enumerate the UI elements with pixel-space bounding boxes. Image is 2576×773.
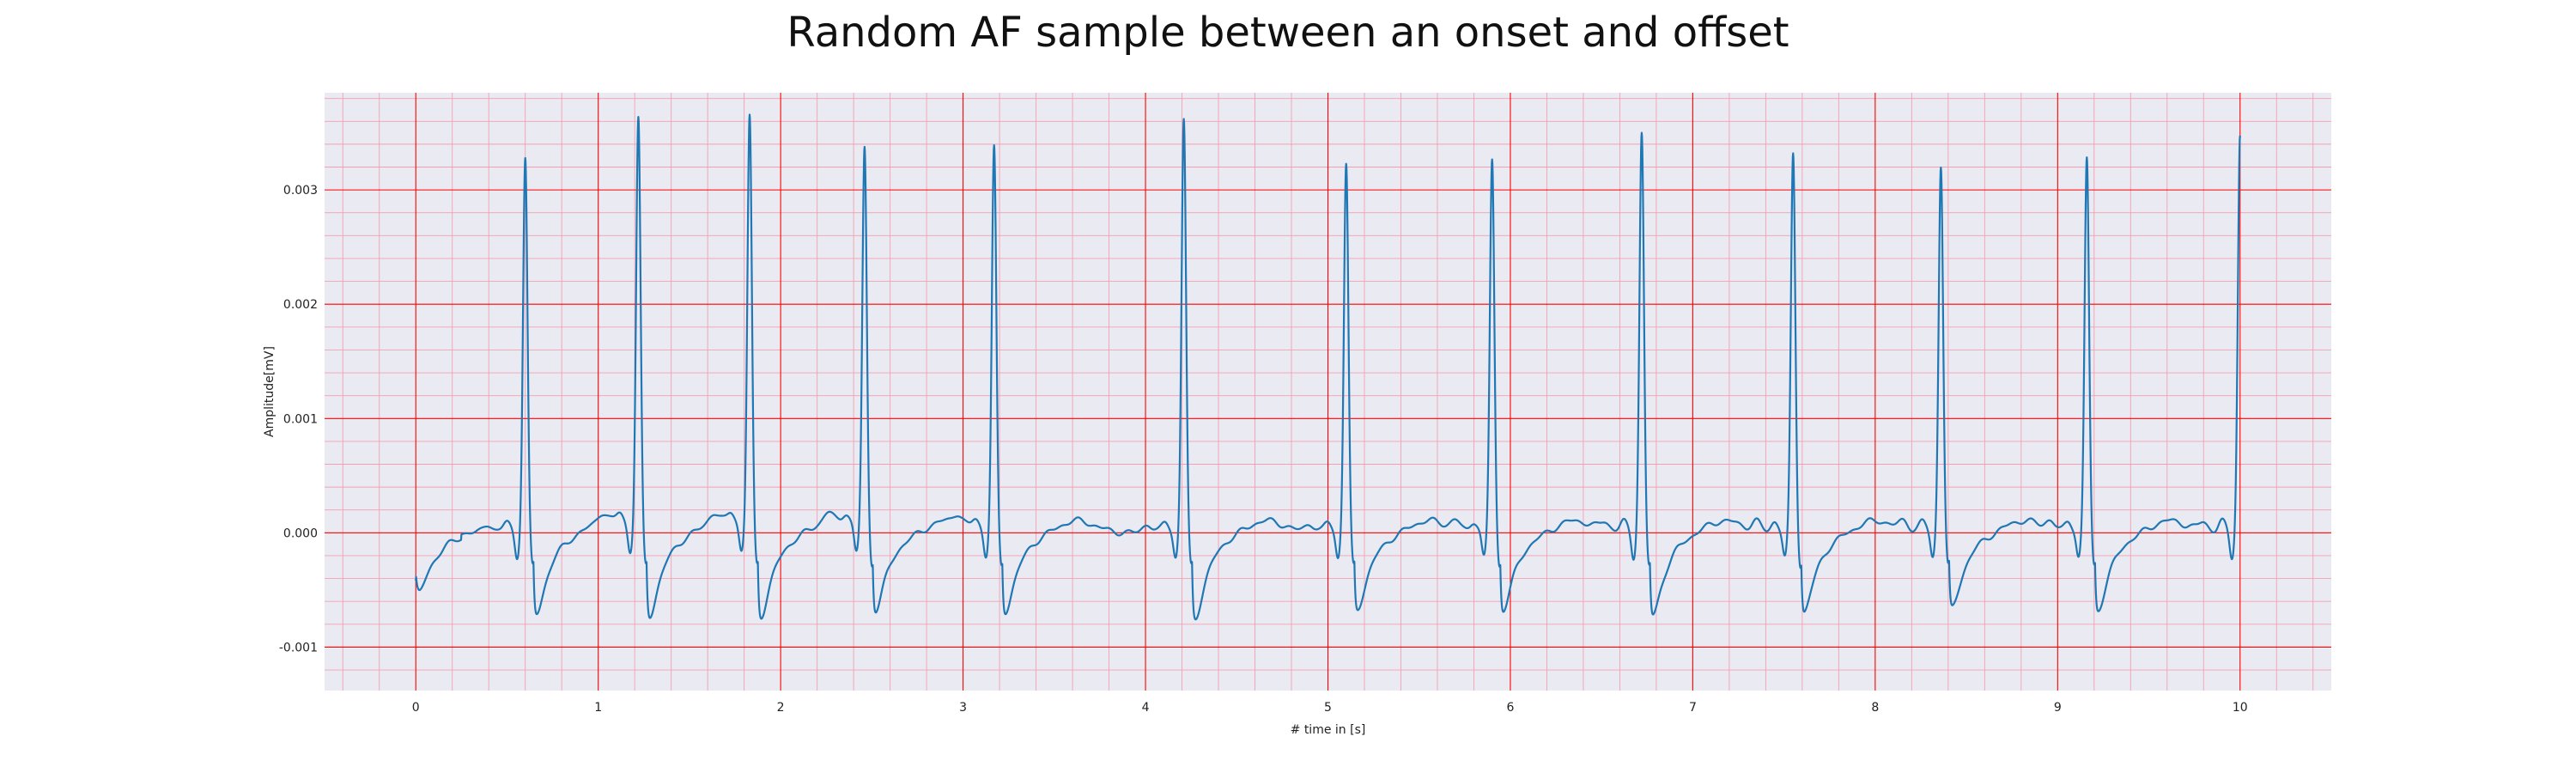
chart-title: Random AF sample between an onset and of… — [787, 9, 1789, 57]
x-tick-labels: 0 1 2 3 4 5 6 7 8 9 10 — [412, 701, 2248, 715]
x-tick-label: 6 — [1506, 701, 1514, 715]
x-tick-label: 9 — [2054, 701, 2062, 715]
x-tick-label: 10 — [2233, 701, 2248, 715]
x-tick-label: 5 — [1324, 701, 1332, 715]
y-tick-label: 0.000 — [283, 526, 318, 540]
x-axis-label: # time in [s] — [1291, 723, 1366, 737]
x-tick-label: 7 — [1689, 701, 1697, 715]
x-tick-label: 2 — [777, 701, 785, 715]
x-tick-label: 0 — [412, 701, 420, 715]
y-tick-label: -0.001 — [279, 641, 318, 654]
x-tick-label: 4 — [1142, 701, 1150, 715]
y-tick-label: 0.003 — [283, 184, 318, 198]
y-tick-label: 0.002 — [283, 298, 318, 312]
x-tick-label: 3 — [959, 701, 967, 715]
x-tick-label: 8 — [1871, 701, 1879, 715]
y-tick-labels: -0.001 0.000 0.001 0.002 0.003 — [279, 184, 318, 654]
y-axis-label: Amplitude[mV] — [263, 346, 276, 437]
x-tick-label: 1 — [594, 701, 602, 715]
ecg-series-line — [415, 113, 2241, 621]
y-tick-label: 0.001 — [283, 412, 318, 426]
